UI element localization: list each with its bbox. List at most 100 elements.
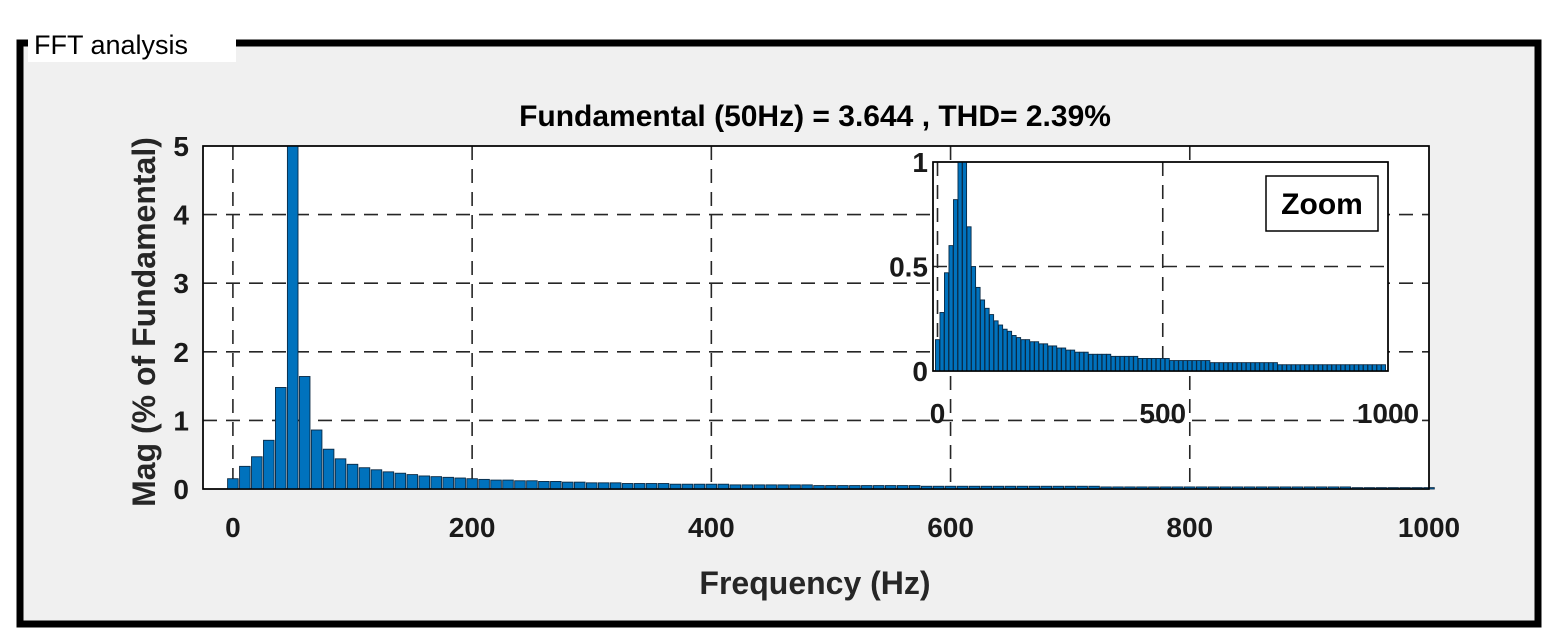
inset-bar: [1313, 364, 1319, 372]
zoom-inset-axes: 0 500 1000 00.51 Zoom: [889, 147, 1419, 429]
main-bar: [382, 471, 395, 490]
main-bar: [466, 478, 478, 490]
main-bar: [478, 478, 490, 490]
main-bar: [370, 469, 383, 490]
main-bar: [490, 479, 502, 490]
main-bar: [562, 481, 574, 490]
main-x-tick-label: 200: [449, 512, 496, 543]
main-y-tick-label: 1: [173, 405, 189, 436]
inset-bar: [1344, 364, 1350, 372]
inset-bar: [1358, 364, 1364, 372]
inset-bar: [1272, 362, 1278, 372]
main-x-tick-label: 600: [927, 512, 974, 543]
zoom-grid: [933, 162, 1388, 371]
main-x-tick-label: 400: [688, 512, 735, 543]
inset-bar: [1137, 358, 1143, 372]
inset-bar: [1002, 328, 1008, 372]
main-x-ticks: 0 200 400 600 800 1000: [225, 512, 1460, 543]
inset-bar: [1007, 330, 1013, 372]
inset-bar: [1353, 364, 1359, 372]
main-y-tick-label: 2: [173, 337, 189, 368]
inset-bar: [1245, 362, 1251, 372]
inset-bar: [989, 314, 995, 372]
inset-bar: [1367, 364, 1373, 372]
inset-bar: [1308, 364, 1314, 372]
inset-bar: [1133, 355, 1139, 372]
main-bar: [454, 477, 466, 490]
inset-bar: [1362, 364, 1368, 372]
inset-bar: [1340, 364, 1346, 372]
zoom-plot-border: [932, 161, 1389, 372]
zoom-x-ticks: 0 500 1000: [930, 398, 1419, 429]
inset-bar: [1164, 358, 1170, 372]
inset-x-tick-label: 0: [930, 398, 946, 429]
inset-bar: [966, 226, 972, 372]
main-bar: [538, 481, 550, 490]
inset-bar: [1074, 351, 1080, 372]
main-bar: [298, 376, 311, 490]
inset-bar: [1182, 360, 1188, 372]
inset-bar: [1376, 364, 1382, 372]
inset-bar: [1146, 358, 1152, 372]
main-x-tick-label: 800: [1166, 512, 1213, 543]
x-axis-title: Frequency (Hz): [699, 565, 930, 601]
zoom-label-box: [1265, 175, 1379, 232]
inset-bar: [1281, 364, 1287, 372]
inset-bar: [1232, 362, 1238, 372]
main-bar: [442, 476, 454, 490]
inset-y-tick-label: 1: [912, 147, 928, 178]
inset-bar: [1052, 345, 1058, 372]
main-y-tick-label: 4: [173, 200, 189, 231]
main-bar: [275, 387, 287, 490]
main-bar: [358, 467, 371, 490]
inset-bar: [1056, 347, 1062, 372]
inset-bar: [1290, 364, 1296, 372]
inset-bar: [948, 245, 954, 372]
main-bar: [263, 439, 275, 490]
inset-x-tick-label: 500: [1139, 398, 1186, 429]
main-bar: [430, 476, 442, 490]
inset-bar: [1286, 364, 1292, 372]
inset-bar: [1236, 362, 1242, 372]
inset-bar: [1079, 351, 1085, 372]
inset-bar: [1209, 362, 1215, 372]
inset-bar: [1254, 362, 1260, 372]
y-axis-title: Mag (% of Fundamental): [126, 137, 162, 507]
inset-bar: [1065, 349, 1071, 372]
main-bar: [239, 465, 251, 490]
inset-bar: [1227, 362, 1233, 372]
inset-bar: [998, 324, 1004, 372]
inset-bar: [1142, 358, 1148, 372]
inset-bar: [1160, 358, 1166, 372]
main-y-tick-label: 3: [173, 268, 189, 299]
inset-bar: [1223, 362, 1229, 372]
inset-bar: [1034, 341, 1040, 372]
inset-bar: [993, 320, 999, 372]
inset-bar: [1011, 335, 1017, 372]
inset-bar: [1088, 353, 1094, 372]
main-bar: [645, 483, 658, 490]
main-bar: [574, 481, 586, 490]
main-bar: [310, 429, 323, 490]
inset-bar: [1241, 362, 1247, 372]
main-y-tick-label: 0: [173, 474, 189, 505]
inset-bar: [1263, 362, 1269, 372]
main-plot-border: [202, 145, 1430, 490]
main-bar: [514, 480, 526, 490]
inset-bar: [1218, 362, 1224, 372]
inset-bar: [1196, 360, 1202, 372]
inset-bar: [1268, 362, 1274, 372]
main-y-tick-label: 5: [173, 131, 189, 162]
inset-bar: [1187, 360, 1193, 372]
main-bar: [251, 456, 263, 490]
inset-bar: [1295, 364, 1301, 372]
main-bar: [550, 481, 562, 490]
chart-title: Fundamental (50Hz) = 3.644 , THD= 2.39%: [519, 100, 1111, 133]
inset-bar: [1038, 343, 1044, 372]
main-bar: [502, 479, 514, 490]
panel-title-bg: [28, 26, 236, 62]
main-y-ticks: 0 1 2 3 4 5: [173, 131, 189, 505]
inset-bar: [1047, 345, 1053, 372]
inset-bar: [1173, 360, 1179, 372]
